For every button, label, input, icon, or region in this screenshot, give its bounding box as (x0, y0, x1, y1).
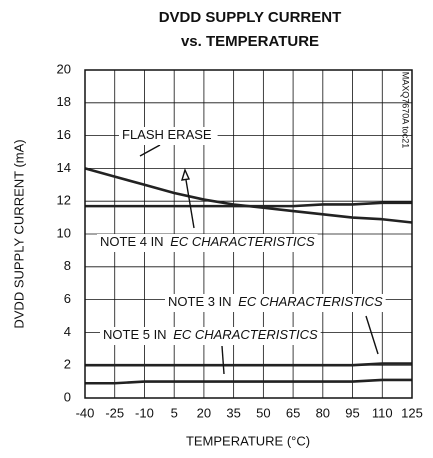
annotation-bg (97, 234, 318, 252)
x-tick-label: 50 (256, 405, 270, 420)
chart-subtitle: vs. TEMPERATURE (181, 33, 319, 50)
series-line (84, 167, 413, 224)
x-tick-label: 125 (401, 405, 423, 420)
x-tick-label: -25 (105, 405, 124, 420)
y-tick-label: 8 (64, 258, 71, 273)
series-line (85, 201, 412, 208)
x-tick-label: 35 (226, 405, 240, 420)
annotation: FLASH ERASE (122, 127, 212, 142)
y-tick-label: 12 (57, 193, 71, 208)
x-axis-label: TEMPERATURE (°C) (186, 433, 310, 448)
y-axis-label: DVDD SUPPLY CURRENT (mA) (11, 139, 26, 328)
x-tick-label: 110 (372, 405, 393, 420)
leader (221, 345, 225, 375)
x-tick-label: 65 (286, 405, 300, 420)
arrowhead (181, 167, 191, 181)
y-tick-label: 16 (57, 127, 71, 142)
y-tick-label: 14 (57, 160, 71, 175)
series-line (85, 362, 412, 367)
x-tick-label: -10 (135, 405, 154, 420)
x-tick-label: 5 (171, 405, 178, 420)
annotation-text: NOTE 3 IN (168, 294, 235, 309)
y-tick-label: 2 (64, 357, 71, 372)
annotation-emphasis: EC CHARACTERISTICS (238, 294, 383, 309)
y-tick-label: 10 (57, 225, 71, 240)
y-tick-label: 20 (57, 61, 71, 76)
annotation-emphasis: EC CHARACTERISTICS (173, 327, 318, 342)
y-tick-label: 6 (64, 291, 71, 306)
x-tick-label: 95 (345, 405, 359, 420)
annotation-bg (165, 294, 386, 312)
plot-frame (84, 69, 413, 399)
annotation-text: NOTE 4 IN (100, 234, 167, 249)
y-tick-label: 4 (64, 324, 71, 339)
y-tick-label: 0 (64, 389, 71, 404)
annotation-text: NOTE 5 IN (103, 327, 170, 342)
x-tick-label: 80 (316, 405, 330, 420)
chart-title: DVDD SUPPLY CURRENT (159, 9, 342, 26)
annotation-emphasis: EC CHARACTERISTICS (170, 234, 315, 249)
series-line (85, 378, 412, 385)
leader (185, 179, 195, 229)
x-tick-label: 20 (197, 405, 211, 420)
side-note: MAXQ7670A toc21 (401, 72, 411, 149)
y-tick-label: 18 (57, 94, 71, 109)
leader (139, 144, 161, 157)
leader (365, 315, 379, 355)
annotation-text: FLASH ERASE (122, 127, 212, 142)
annotation: NOTE 3 IN EC CHARACTERISTICS (168, 294, 383, 309)
annotation: NOTE 5 IN EC CHARACTERISTICS (103, 327, 318, 342)
annotation: NOTE 4 IN EC CHARACTERISTICS (100, 234, 315, 249)
annotation-bg (119, 127, 218, 145)
annotation-bg (100, 327, 321, 345)
x-tick-label: -40 (76, 405, 95, 420)
